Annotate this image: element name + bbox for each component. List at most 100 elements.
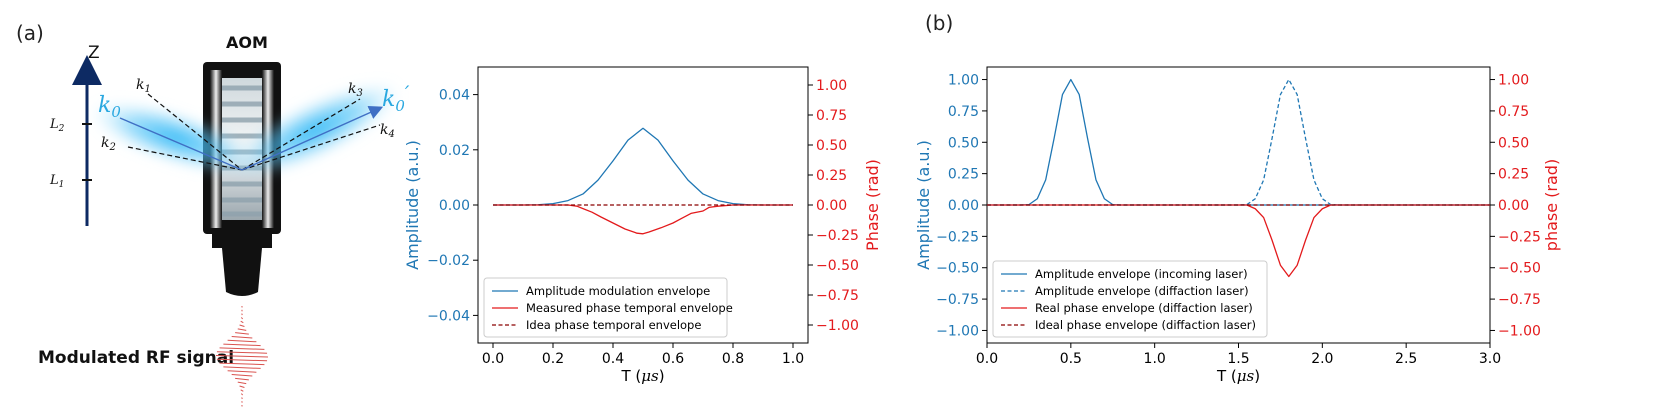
panel-b-label: (b) (925, 11, 953, 35)
y-right-tick-label: −0.25 (816, 228, 859, 244)
x-tick-label: 1.0 (1144, 351, 1166, 367)
x-tick-label: 0.2 (542, 351, 564, 367)
y-right-tick-label: −0.50 (1498, 261, 1541, 277)
diffracted-beam (228, 81, 402, 179)
k3-label: k3 (348, 81, 363, 99)
y-left-tick-label: 0.04 (439, 88, 470, 104)
rf-wave-stroke (240, 317, 244, 320)
rf-wave-stroke (216, 358, 268, 362)
y-right-tick-label: 0.25 (816, 168, 847, 184)
rf-wave-stroke (239, 324, 245, 328)
k1-label: k1 (136, 77, 151, 95)
legend-box (483, 277, 728, 338)
y-left-tick-label: −0.04 (427, 308, 470, 324)
incoming-beam (89, 100, 261, 176)
x-tick-label: 0.4 (602, 351, 624, 367)
rf-wave-stroke (237, 328, 247, 331)
panel-a-label: (a) (16, 21, 44, 45)
rf-wave-stroke (227, 370, 257, 373)
x-tick-label: 0.5 (1060, 351, 1082, 367)
series-line-3 (987, 204, 1490, 278)
y-right-tick-label: 0.50 (1498, 135, 1529, 151)
chart-phase-envelope-1: 0.0 0.2 0.4 0.6 0.8 1.0 −0.04 −0.02 0.00 0.02 0.04… (403, 66, 882, 385)
rf-signal-waveform (215, 305, 269, 407)
x-axis-label: T (μs) (1216, 367, 1260, 385)
rf-wave-stroke (237, 381, 247, 385)
x-tick-label: 2.5 (1395, 351, 1417, 367)
x-tick-label: 1.5 (1227, 351, 1249, 367)
y-left-tick-label: 0.00 (439, 198, 470, 214)
y-left-tick-label: 1.00 (948, 73, 979, 89)
rf-wave-stroke (219, 362, 265, 366)
y-right-tick-label: 1.00 (1498, 73, 1529, 89)
k4-label: k4 (380, 122, 395, 140)
rf-wave-stroke (235, 377, 249, 381)
y-right-axis-label: Phase (rad) (863, 159, 882, 251)
y-right-tick-label: 0.75 (1498, 104, 1529, 120)
x-axis-label: T (μs) (620, 367, 664, 385)
k0-ray (119, 117, 243, 171)
k0-prime-label: k0′ (382, 81, 410, 115)
rf-wave-stroke (223, 343, 261, 347)
rf-wave-stroke (235, 332, 249, 335)
y-right-tick-label: −0.75 (1498, 292, 1541, 308)
y-right-tick-label: −0.75 (816, 288, 859, 304)
rf-wave-stroke (231, 374, 253, 377)
chart-phase-envelope-2: 0.0 0.5 1.0 1.5 2.0 2.5 3.0 −1.00 −0.75 −0.50 −0.2… (914, 66, 1561, 385)
rf-wave-stroke (227, 339, 257, 343)
aom-transducer (222, 248, 262, 296)
rf-wave-stroke (239, 385, 245, 388)
y-right-tick-label: −1.00 (1498, 323, 1541, 339)
series-line-2 (493, 204, 793, 235)
l2-label: L2 (49, 117, 65, 134)
y-left-tick-label: 0.02 (439, 143, 470, 159)
y-left-tick-label: −0.02 (427, 253, 470, 269)
legend-entry: Measured phase temporal envelope (526, 301, 733, 315)
y-left-tick-label: −0.25 (936, 229, 979, 245)
y-left-tick-label: 0.75 (948, 104, 979, 120)
y-left-axis-label: Amplitude (a.u.) (914, 140, 933, 270)
rf-wave-stroke (241, 313, 243, 316)
y-left-tick-label: 0.50 (948, 135, 979, 151)
legend-entry: Amplitude modulation envelope (526, 284, 710, 298)
y-right-tick-label: 1.00 (816, 78, 847, 94)
y-left-axis-label: Amplitude (a.u.) (403, 140, 422, 270)
rf-signal-label: Modulated RF signal (38, 348, 234, 368)
series-line-1 (987, 78, 1490, 206)
rf-wave-stroke (231, 335, 253, 339)
k2-label: k2 (101, 135, 116, 153)
y-right-tick-label: 0.75 (816, 108, 847, 124)
y-right-tick-label: −0.50 (816, 258, 859, 274)
rf-wave-stroke (241, 397, 243, 400)
y-right-tick-label: 0.00 (1498, 198, 1529, 214)
x-tick-label: 0.0 (976, 351, 998, 367)
rf-wave-stroke (240, 389, 244, 392)
x-tick-label: 0.0 (482, 351, 504, 367)
k0-prime-ray (241, 106, 384, 171)
y-left-tick-label: −0.75 (936, 292, 979, 308)
legend-entry: Idea phase temporal envelope (526, 318, 701, 332)
y-left-tick-label: −0.50 (936, 261, 979, 277)
legend-entry: Real phase envelope (diffaction laser) (1035, 301, 1253, 315)
y-right-tick-label: 0.50 (816, 138, 847, 154)
rf-wave-stroke (240, 320, 244, 324)
wavevector-lines (127, 93, 381, 171)
y-right-tick-label: 0.00 (816, 198, 847, 214)
x-tick-label: 0.6 (662, 351, 684, 367)
aom-schematic: (a) Z L2 L1 AOM (16, 21, 410, 407)
y-left-tick-label: 0.25 (948, 167, 979, 183)
series-line-1 (493, 127, 793, 206)
legend-entry: Ideal phase envelope (diffaction laser) (1035, 318, 1256, 332)
y-left-tick-label: −1.00 (936, 323, 979, 339)
x-tick-label: 3.0 (1479, 351, 1501, 367)
y-right-tick-label: 0.25 (1498, 167, 1529, 183)
y-right-tick-label: −1.00 (816, 318, 859, 334)
rf-wave-stroke (223, 366, 261, 369)
y-left-tick-label: 0.00 (948, 198, 979, 214)
y-right-axis-label: phase (rad) (1542, 159, 1561, 251)
rf-wave-stroke (216, 351, 268, 354)
z-axis-label: Z (88, 43, 100, 63)
rf-wave-stroke (215, 355, 269, 358)
legend-entry: Amplitude envelope (diffaction laser) (1035, 284, 1249, 298)
